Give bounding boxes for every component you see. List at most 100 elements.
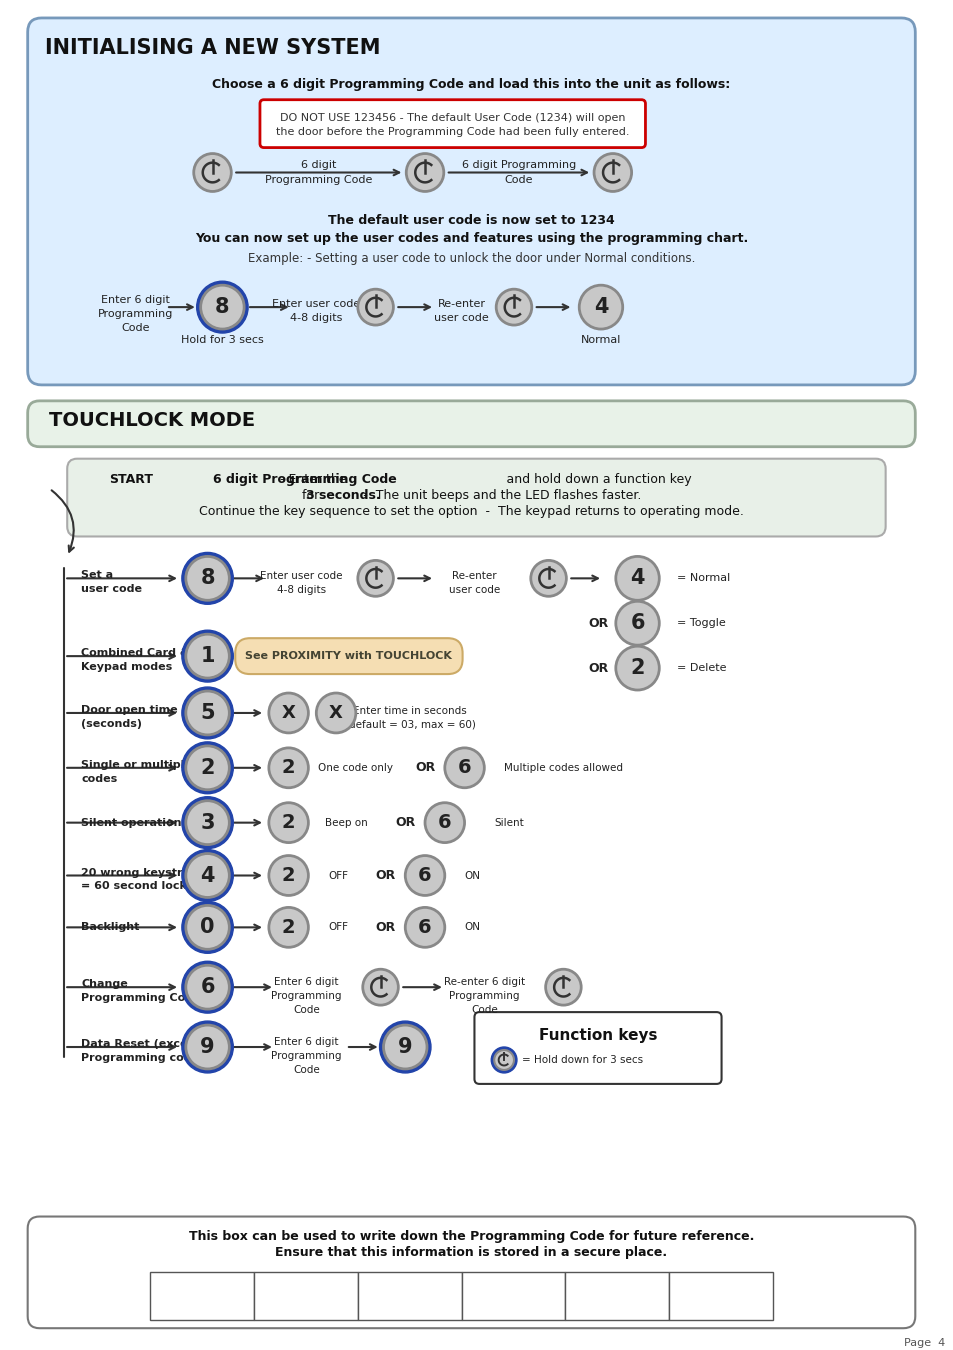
Bar xyxy=(565,1272,668,1320)
FancyBboxPatch shape xyxy=(28,401,914,447)
Circle shape xyxy=(406,154,443,192)
Text: OR: OR xyxy=(395,817,415,829)
Text: OR: OR xyxy=(415,761,435,775)
Text: 4-8 digits: 4-8 digits xyxy=(276,586,326,595)
Bar xyxy=(253,1272,357,1320)
Text: Enter user code: Enter user code xyxy=(260,571,342,582)
Text: 6 digit Programming: 6 digit Programming xyxy=(461,159,576,170)
Text: 9: 9 xyxy=(200,1037,214,1057)
Text: codes: codes xyxy=(81,774,117,784)
Text: user code: user code xyxy=(434,313,489,323)
Circle shape xyxy=(182,687,233,738)
Text: 6: 6 xyxy=(457,759,471,778)
Circle shape xyxy=(269,748,308,788)
Text: 2: 2 xyxy=(281,759,295,778)
Circle shape xyxy=(578,285,622,329)
Text: 8: 8 xyxy=(200,568,214,589)
Text: Code: Code xyxy=(293,1006,319,1015)
Text: OR: OR xyxy=(587,662,607,675)
Text: Example: - Setting a user code to unlock the door under Normal conditions.: Example: - Setting a user code to unlock… xyxy=(248,252,695,266)
Text: Code: Code xyxy=(121,323,150,333)
Text: Programming Code: Programming Code xyxy=(81,994,200,1003)
Text: Code: Code xyxy=(504,176,533,185)
Circle shape xyxy=(186,634,229,678)
Text: 9: 9 xyxy=(397,1037,412,1057)
Text: - Enter the                                        and hold down a function key: - Enter the and hold down a function key xyxy=(252,472,691,486)
Text: 4-8 digits: 4-8 digits xyxy=(290,313,342,323)
FancyBboxPatch shape xyxy=(67,459,884,536)
Text: Re-enter 6 digit: Re-enter 6 digit xyxy=(443,977,524,987)
Circle shape xyxy=(269,803,308,842)
Text: Re-enter: Re-enter xyxy=(437,300,485,309)
Text: Enter 6 digit: Enter 6 digit xyxy=(101,296,170,305)
Text: Programming: Programming xyxy=(97,309,172,319)
Text: Programming: Programming xyxy=(271,1052,341,1061)
Circle shape xyxy=(357,289,393,325)
Text: 2: 2 xyxy=(200,757,214,778)
FancyBboxPatch shape xyxy=(28,1216,914,1328)
Text: user code: user code xyxy=(448,586,499,595)
Circle shape xyxy=(182,743,233,794)
Text: TOUCHLOCK MODE: TOUCHLOCK MODE xyxy=(50,410,255,429)
Circle shape xyxy=(545,969,580,1006)
Circle shape xyxy=(182,1021,233,1073)
Text: Enter time in seconds: Enter time in seconds xyxy=(353,706,467,716)
Circle shape xyxy=(186,906,229,949)
Text: 2: 2 xyxy=(281,918,295,937)
Text: 2: 2 xyxy=(281,813,295,832)
Circle shape xyxy=(186,965,229,1008)
Text: Silent: Silent xyxy=(494,818,523,828)
Bar xyxy=(357,1272,461,1320)
Text: Page  4: Page 4 xyxy=(903,1338,944,1349)
Text: DO NOT USE 123456 - The default User Code (1234) will open: DO NOT USE 123456 - The default User Cod… xyxy=(279,112,625,123)
Text: OR: OR xyxy=(375,869,395,882)
Text: 6: 6 xyxy=(630,613,644,633)
Circle shape xyxy=(269,907,308,948)
Circle shape xyxy=(182,552,233,605)
Circle shape xyxy=(494,1050,514,1071)
Text: X: X xyxy=(329,703,343,722)
Circle shape xyxy=(269,856,308,895)
Text: Code: Code xyxy=(293,1065,319,1075)
Text: 6: 6 xyxy=(417,918,432,937)
Circle shape xyxy=(186,853,229,898)
Circle shape xyxy=(200,285,244,329)
Text: OR: OR xyxy=(587,617,607,629)
Text: Single or multiple: Single or multiple xyxy=(81,760,192,770)
Circle shape xyxy=(425,803,464,842)
Bar xyxy=(150,1272,253,1320)
Text: Multiple codes allowed: Multiple codes allowed xyxy=(503,763,622,772)
Circle shape xyxy=(269,693,308,733)
Text: Hold for 3 secs: Hold for 3 secs xyxy=(181,335,263,346)
Text: 2: 2 xyxy=(630,657,644,678)
Circle shape xyxy=(182,796,233,849)
Bar xyxy=(668,1272,772,1320)
Text: Backlight: Backlight xyxy=(81,922,139,933)
Text: 20 wrong keystrokes: 20 wrong keystrokes xyxy=(81,868,212,878)
Text: Ensure that this information is stored in a secure place.: Ensure that this information is stored i… xyxy=(275,1246,667,1260)
Circle shape xyxy=(383,1025,427,1069)
Text: 1: 1 xyxy=(200,647,214,666)
Text: Programming code): Programming code) xyxy=(81,1053,204,1062)
Text: 6: 6 xyxy=(417,865,432,886)
Text: Programming Code: Programming Code xyxy=(265,176,372,185)
Text: Silent operation: Silent operation xyxy=(81,818,181,828)
Circle shape xyxy=(316,693,355,733)
Circle shape xyxy=(615,601,659,645)
Circle shape xyxy=(405,856,444,895)
Circle shape xyxy=(615,647,659,690)
Text: START: START xyxy=(109,472,152,486)
Text: OFF: OFF xyxy=(328,871,348,880)
Text: Keypad modes: Keypad modes xyxy=(81,662,172,672)
Circle shape xyxy=(186,745,229,790)
Text: 4: 4 xyxy=(200,865,214,886)
Circle shape xyxy=(530,560,566,597)
Circle shape xyxy=(491,1048,517,1073)
Text: Door open time: Door open time xyxy=(81,705,177,716)
Text: Combined Card &: Combined Card & xyxy=(81,648,190,659)
Circle shape xyxy=(379,1021,431,1073)
Circle shape xyxy=(186,556,229,601)
Circle shape xyxy=(594,154,631,192)
Text: (default = 03, max = 60): (default = 03, max = 60) xyxy=(344,720,476,730)
Circle shape xyxy=(182,961,233,1012)
